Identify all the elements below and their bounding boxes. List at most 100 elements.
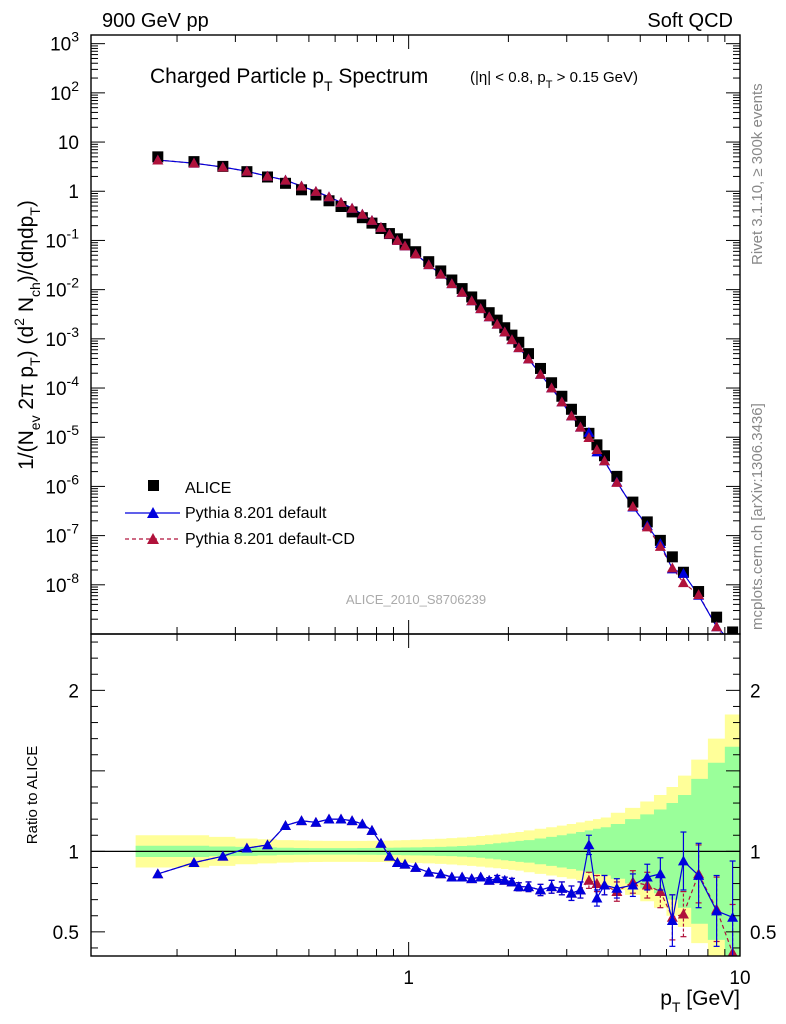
ratio-default-point xyxy=(677,855,689,866)
ratio-default-point xyxy=(435,868,447,879)
ratio-y-tick-label-left: 0.5 xyxy=(53,923,79,944)
ratio-default-point xyxy=(666,915,678,925)
data-point-default-cd xyxy=(310,185,322,196)
analysis-id: ALICE_2010_S8706239 xyxy=(346,592,486,607)
ratio-default-point xyxy=(383,850,395,861)
data-point-alice xyxy=(711,611,723,623)
ratio-default-point xyxy=(261,839,273,850)
ratio-default-point xyxy=(711,905,723,916)
data-point-default-cd xyxy=(654,541,666,551)
data-point-default-cd xyxy=(356,208,368,219)
y-tick-label: 10-7 xyxy=(45,521,79,548)
ratio-default-point xyxy=(591,892,603,903)
ratio-default-point xyxy=(583,839,595,850)
data-point-default-cd xyxy=(456,286,468,297)
legend-label-default-cd: Pythia 8.201 default-CD xyxy=(185,531,355,548)
data-point-default-cd xyxy=(466,295,478,306)
ratio-default-point xyxy=(335,813,347,824)
legend-marker-alice xyxy=(148,480,159,491)
ratio-default-point xyxy=(241,842,253,853)
data-point-default-cd xyxy=(535,368,547,379)
ratio-default-point xyxy=(574,884,586,895)
header-right: Soft QCD xyxy=(647,10,733,32)
y-tick-label: 10-4 xyxy=(45,373,79,400)
ratio-y-tick-label-left: 1 xyxy=(68,842,79,863)
y-tick-label: 10-6 xyxy=(45,471,79,498)
data-point-default-cd xyxy=(641,521,653,532)
ratio-default-point xyxy=(556,882,568,893)
ratio-default-point xyxy=(491,873,503,884)
ratio-default-point xyxy=(399,858,411,869)
ratio-default-point xyxy=(627,879,639,890)
data-point-default-cd xyxy=(280,174,292,185)
axes: 1 1010-810-710-610-510-410-310-210-111010… xyxy=(45,29,776,989)
series-line-default-cd xyxy=(157,159,722,634)
data-point-default-cd xyxy=(375,221,387,232)
ratio-default-point xyxy=(546,881,558,892)
data-point-default-cd xyxy=(399,240,411,251)
ratio-data xyxy=(152,813,739,956)
ratio-y-tick-label-right: 0.5 xyxy=(750,923,776,944)
data-point-default-cd xyxy=(574,421,586,432)
data-point-default-cd xyxy=(627,501,639,511)
data-point-default-cd xyxy=(383,228,395,239)
data-point-default-cd xyxy=(188,157,200,168)
ratio-default-point xyxy=(693,870,705,880)
ratio-frame xyxy=(90,633,741,957)
data-point-default-cd xyxy=(241,165,253,176)
series-line-default xyxy=(157,159,725,634)
ratio-default-point xyxy=(152,868,164,879)
legend-item-default: Pythia 8.201 default xyxy=(125,505,327,522)
legend-marker-default-cd xyxy=(147,533,159,544)
legend-label-default: Pythia 8.201 default xyxy=(185,505,327,522)
ratio-y-tick-label-right: 2 xyxy=(750,681,761,702)
data-point-default-cd xyxy=(598,455,610,466)
data-point-default-cd xyxy=(423,259,435,270)
data-point-default-cd xyxy=(491,318,503,329)
ratio-default-point xyxy=(423,866,435,877)
data-point-default-cd xyxy=(583,432,595,443)
data-point-default-cd xyxy=(499,326,511,337)
mcplots-label: mcplots.cern.ch [arXiv:1306.3436] xyxy=(749,403,766,630)
legend-item-alice: ALICE xyxy=(148,480,231,497)
data-point-default-cd xyxy=(410,248,422,259)
ratio-default-point xyxy=(217,850,229,861)
data-point-default-cd xyxy=(475,303,487,314)
header-left: 900 GeV pp xyxy=(102,10,209,32)
data-point-default-cd xyxy=(483,311,495,322)
ratio-default-point xyxy=(565,887,577,898)
data-point-default-cd xyxy=(323,191,335,202)
legend: ALICE Pythia 8.201 default Pythia 8.201 … xyxy=(125,480,355,548)
ratio-default-point xyxy=(366,824,378,835)
x-tick-label: 10 xyxy=(729,968,750,989)
ratio-default-point xyxy=(346,815,358,826)
ratio-default-point xyxy=(391,857,403,868)
data-point-default xyxy=(677,567,689,578)
y-axis-label: 1/(Nev 2π pT) (d2 Nch)/(dηdpT) xyxy=(11,200,43,470)
data-point-default-cd xyxy=(366,215,378,225)
ratio-default-point xyxy=(727,911,739,922)
ratio-default-point xyxy=(375,837,387,848)
legend-label-alice: ALICE xyxy=(185,480,231,497)
y-tick-label: 10-8 xyxy=(45,570,79,597)
data-point-default-cd xyxy=(591,444,603,455)
legend-item-default-cd: Pythia 8.201 default-CD xyxy=(125,531,355,548)
data-point-default-cd xyxy=(556,396,568,407)
data-point-default-cd xyxy=(446,278,458,289)
data-point-default-cd xyxy=(435,268,447,279)
y-tick-label: 1 xyxy=(68,182,79,203)
ratio-y-tick-label-right: 1 xyxy=(750,842,761,863)
ratio-default-point xyxy=(506,876,518,887)
rivet-label: Rivet 3.1.10, ≥ 300k events xyxy=(749,83,766,265)
ratio-default-point xyxy=(280,820,292,830)
data-point-alice xyxy=(666,551,678,563)
spectrum-data xyxy=(152,151,739,634)
data-point-default-cd xyxy=(506,334,518,345)
ratio-default-cd-point xyxy=(583,874,595,885)
ratio-default-cd-point xyxy=(677,908,689,919)
ratio-default-point xyxy=(483,874,495,885)
ratio-default-point xyxy=(356,818,368,829)
ratio-default-point xyxy=(446,871,458,882)
data-point-default xyxy=(583,426,595,437)
